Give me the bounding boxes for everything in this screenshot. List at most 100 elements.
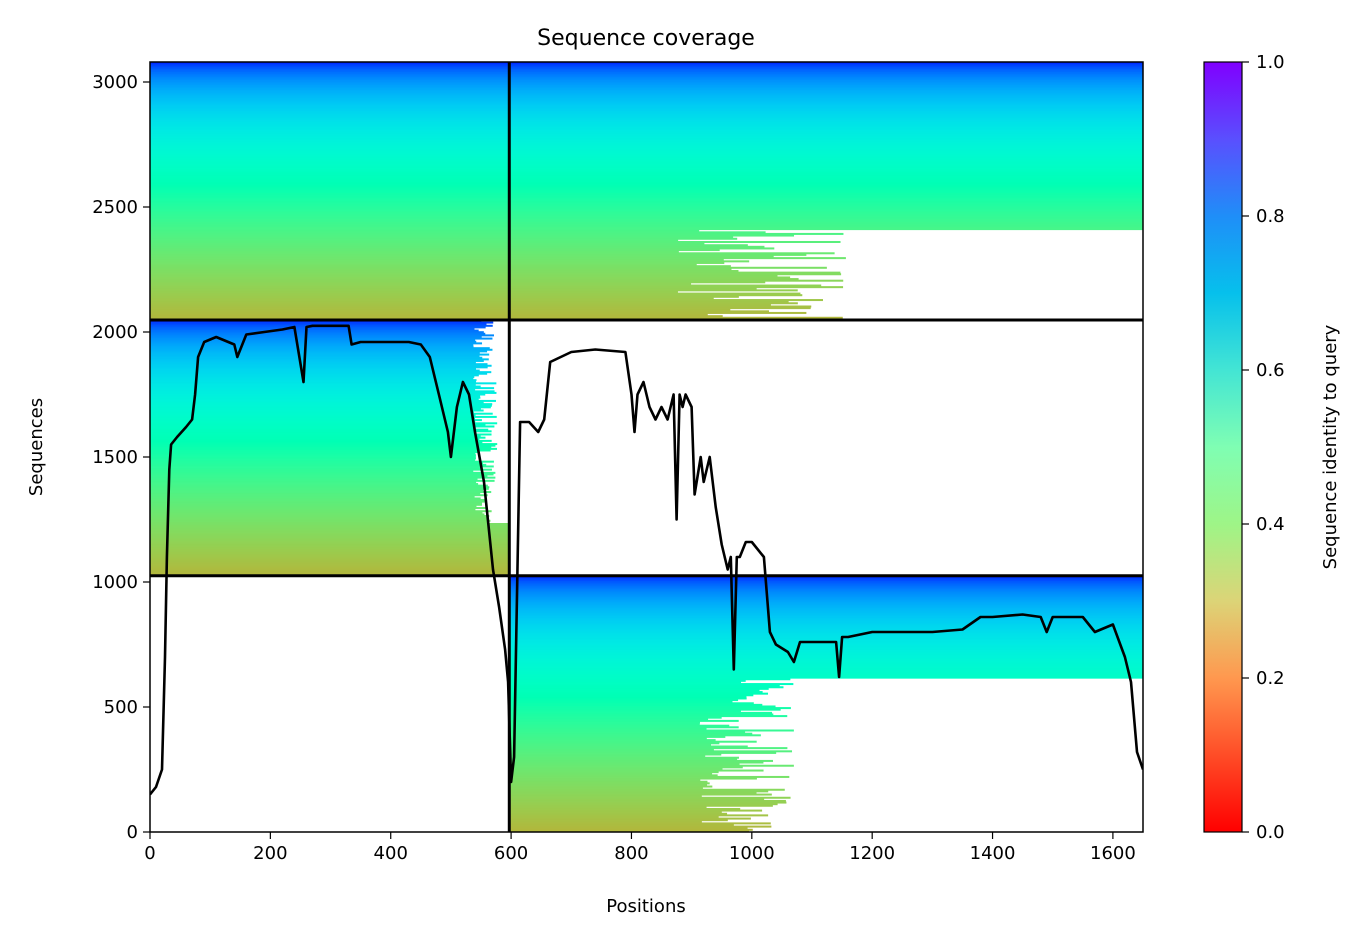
msa-row — [509, 165, 1143, 168]
msa-row — [509, 638, 1143, 641]
msa-row — [150, 115, 510, 118]
msa-row — [150, 290, 510, 293]
msa-row — [509, 211, 1143, 214]
msa-row — [509, 94, 1143, 97]
msa-row — [509, 313, 708, 316]
msa-row — [150, 537, 510, 540]
msa-row — [150, 236, 510, 239]
msa-row — [150, 284, 510, 287]
msa-row — [150, 163, 510, 166]
msa-row — [150, 510, 492, 513]
msa-row — [509, 287, 757, 290]
msa-row — [150, 570, 510, 573]
msa-row — [150, 345, 474, 348]
msa-row — [509, 73, 1143, 76]
msa-row — [509, 692, 769, 695]
msa-row — [509, 710, 741, 713]
msa-row — [150, 503, 482, 506]
msa-row — [509, 181, 1143, 184]
msa-row — [150, 155, 510, 158]
msa-row — [150, 184, 510, 187]
x-tick-label: 1600 — [1090, 843, 1136, 864]
msa-row — [509, 614, 1143, 617]
msa-row — [509, 663, 1143, 666]
msa-row — [509, 203, 1143, 206]
msa-row — [150, 446, 492, 449]
msa-row — [509, 756, 739, 759]
msa-row — [150, 87, 510, 90]
msa-row — [150, 224, 510, 227]
msa-row — [509, 236, 734, 239]
msa-blocks — [150, 62, 1143, 832]
msa-row — [150, 153, 510, 156]
msa-row — [150, 441, 483, 444]
msa-row — [509, 671, 1143, 674]
msa-row — [150, 295, 510, 298]
msa-row — [150, 97, 510, 100]
msa-row — [509, 65, 1143, 68]
msa-row — [150, 65, 510, 68]
msa-row — [509, 166, 1143, 169]
colorbar-tick-label: 1.0 — [1256, 52, 1285, 73]
msa-row — [150, 187, 510, 190]
msa-row — [150, 62, 510, 65]
msa-row — [509, 295, 739, 298]
msa-row — [509, 633, 1143, 636]
msa-row — [150, 315, 510, 318]
msa-row — [509, 782, 710, 785]
msa-row — [509, 707, 791, 710]
msa-row — [509, 258, 724, 261]
msa-row — [509, 577, 1143, 580]
msa-row — [150, 353, 490, 356]
msa-row — [150, 427, 476, 430]
msa-row — [509, 144, 1143, 147]
msa-row — [509, 163, 1143, 166]
msa-row — [150, 260, 510, 263]
msa-row — [509, 723, 700, 726]
msa-row — [150, 375, 475, 378]
msa-row — [509, 668, 1143, 671]
msa-row — [509, 255, 774, 258]
msa-row — [150, 226, 510, 229]
msa-row — [509, 580, 1143, 583]
msa-row — [150, 310, 510, 313]
msa-row — [150, 197, 510, 200]
msa-row — [509, 748, 714, 751]
msa-row — [150, 327, 475, 330]
msa-row — [509, 131, 1143, 134]
msa-row — [150, 102, 510, 105]
msa-row — [150, 399, 496, 402]
msa-row — [509, 787, 703, 790]
msa-row — [509, 777, 757, 780]
msa-row — [509, 195, 1143, 198]
colorbar-tick-label: 0.6 — [1256, 360, 1285, 381]
msa-row — [509, 168, 1143, 171]
msa-row — [509, 281, 766, 284]
y-tick-label: 1000 — [92, 572, 138, 593]
msa-row — [150, 205, 510, 208]
msa-row — [150, 406, 491, 409]
msa-row — [509, 253, 807, 256]
msa-row — [150, 459, 476, 462]
msa-row — [509, 771, 719, 774]
msa-row — [509, 240, 841, 243]
msa-row — [509, 245, 765, 248]
msa-row — [150, 263, 510, 266]
msa-row — [150, 508, 476, 511]
msa-row — [509, 649, 1143, 652]
msa-row — [150, 335, 482, 338]
msa-row — [150, 363, 488, 366]
msa-row — [509, 174, 1143, 177]
msa-row — [509, 591, 1143, 594]
msa-row — [150, 305, 510, 308]
msa-row — [150, 390, 495, 393]
msa-row — [509, 273, 842, 276]
y-tick-label: 3000 — [92, 72, 138, 93]
msa-row — [509, 742, 720, 745]
msa-row — [509, 625, 1143, 628]
msa-row — [150, 287, 510, 290]
msa-row — [150, 457, 476, 460]
msa-row — [509, 82, 1143, 85]
msa-row — [509, 699, 739, 702]
coverage-line-layer — [150, 324, 1143, 796]
